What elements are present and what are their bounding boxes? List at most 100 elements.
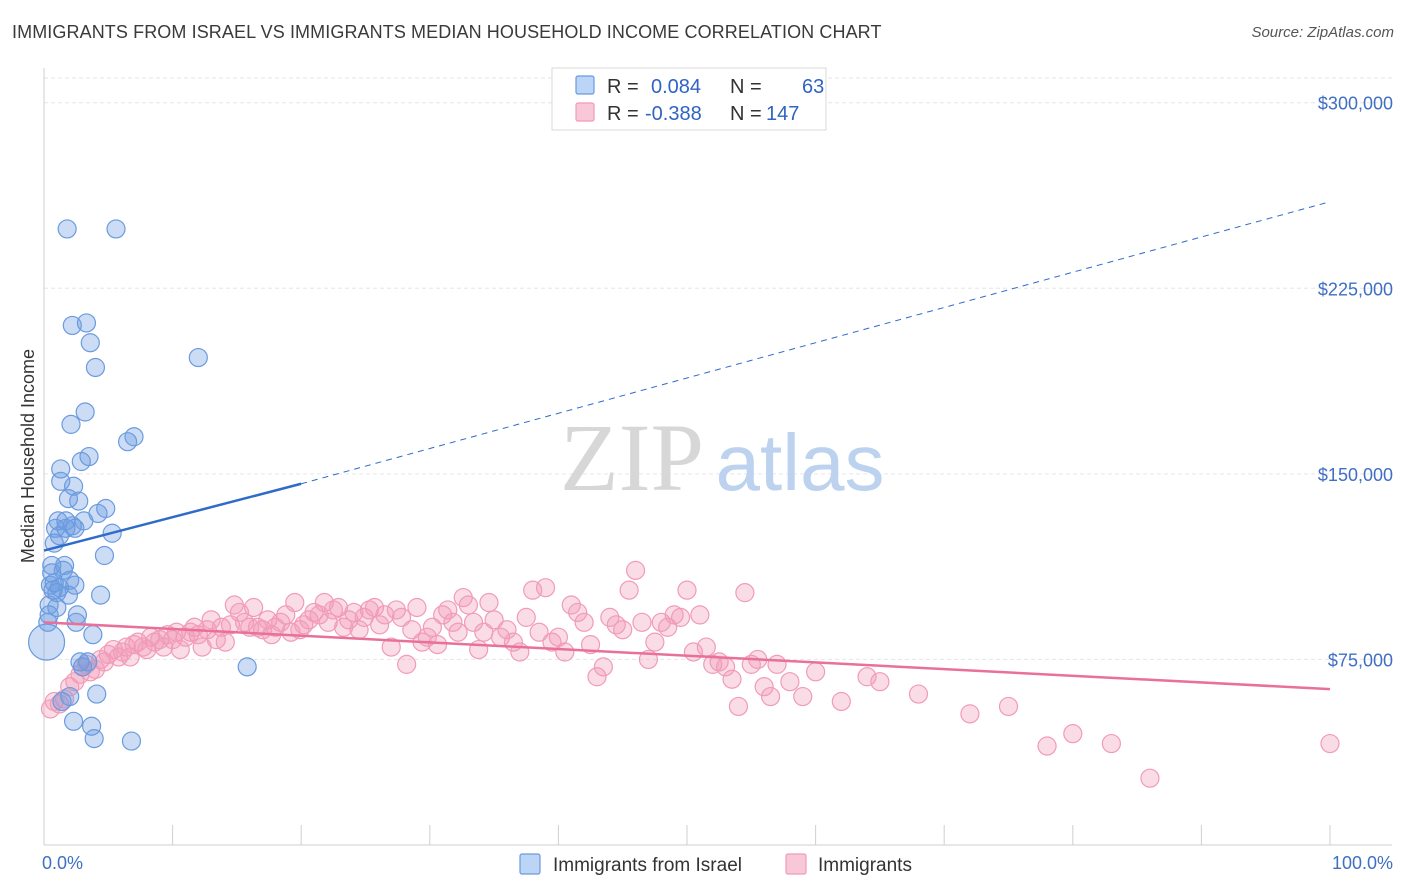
point-immigrants-124 [677, 580, 697, 600]
point-israel-58 [188, 347, 208, 368]
point-immigrants-112 [600, 607, 620, 627]
y-tick-labels: $75,000 $150,000 $225,000 $300,000 [1318, 94, 1393, 671]
point-immigrants-94 [484, 610, 504, 630]
point-israel-62 [60, 686, 80, 707]
point-immigrants-77 [397, 654, 417, 674]
trend-line-immigrants [43, 621, 1331, 691]
y-tick-label-2: $225,000 [1318, 279, 1393, 299]
point-immigrants-106 [561, 595, 581, 615]
stats-r-label-immigrants: R = [607, 103, 639, 125]
y-tick-label-0: $75,000 [1328, 650, 1393, 670]
point-immigrants-132 [728, 696, 749, 717]
point-immigrants-149 [1063, 724, 1083, 744]
point-israel-3 [39, 605, 59, 625]
point-israel-33 [67, 605, 88, 625]
point-immigrants-145 [908, 684, 929, 704]
stats-legend-swatch-israel [575, 75, 595, 95]
point-immigrants-30 [170, 639, 190, 660]
point-immigrants-148 [1037, 736, 1057, 756]
grid-lines [44, 77, 1392, 660]
point-immigrants-82 [422, 617, 442, 637]
point-israel-27 [62, 516, 82, 536]
point-israel-43 [80, 333, 100, 353]
watermark-atlas: atlas [716, 418, 885, 507]
point-immigrants-111 [593, 657, 614, 677]
trend-line-israel [43, 482, 302, 552]
point-israel-52 [96, 498, 116, 519]
point-israel-25 [61, 414, 81, 434]
point-immigrants-62 [318, 612, 338, 632]
chart-title: IMMIGRANTS FROM ISRAEL VS IMMIGRANTS MED… [12, 22, 882, 42]
point-israel-34 [69, 491, 89, 511]
point-israel-31 [65, 575, 85, 595]
point-immigrants-74 [381, 637, 401, 657]
point-immigrants-67 [344, 602, 364, 623]
point-immigrants-126 [690, 605, 710, 625]
point-immigrants-133 [735, 583, 755, 603]
point-israel-45 [83, 625, 103, 645]
point-immigrants-113 [606, 615, 626, 635]
point-immigrants-103 [542, 632, 562, 652]
point-israel-55 [117, 432, 138, 452]
point-israel-22 [57, 219, 77, 239]
point-immigrants-146 [960, 704, 980, 724]
point-immigrants-147 [998, 696, 1019, 717]
point-immigrants-136 [754, 677, 774, 697]
bottom-legend-swatch-immigrants [785, 853, 807, 875]
point-immigrants-71 [364, 597, 385, 618]
point-israel-12 [48, 511, 68, 531]
point-immigrants-46 [244, 597, 264, 618]
stats-n-label-israel: N = [730, 76, 762, 98]
point-israel-26 [62, 315, 82, 336]
point-israel-35 [70, 652, 90, 672]
point-israel-57 [124, 427, 144, 447]
point-immigrants-144 [870, 672, 890, 692]
x-tick-label-right: 100.0% [1332, 853, 1393, 873]
point-israel-51 [94, 545, 115, 566]
point-immigrants-117 [632, 612, 652, 632]
bottom-legend-label-immigrants: Immigrants [818, 855, 912, 876]
watermark: ZIP atlas [560, 404, 884, 511]
point-israel-56 [121, 731, 142, 751]
point-immigrants-3 [54, 689, 75, 709]
point-immigrants-151 [1140, 768, 1160, 788]
stats-r-value-israel: 0.084 [651, 76, 701, 98]
point-israel-19 [54, 555, 75, 576]
point-immigrants-115 [619, 580, 639, 600]
point-immigrants-96 [497, 620, 517, 640]
point-immigrants-123 [670, 607, 691, 627]
stats-legend-swatch-immigrants [575, 102, 595, 122]
point-immigrants-85 [438, 600, 458, 620]
point-immigrants-101 [529, 622, 549, 642]
point-immigrants-99 [516, 607, 536, 627]
point-immigrants-109 [580, 634, 601, 655]
point-israel-28 [63, 711, 84, 731]
point-immigrants-93 [479, 592, 499, 613]
bottom-legend: Immigrants from Israel Immigrants [519, 853, 912, 876]
point-israel-29 [63, 476, 84, 496]
point-immigrants-127 [696, 637, 716, 657]
point-immigrants-110 [587, 667, 607, 687]
point-immigrants-86 [443, 612, 463, 632]
chart-source: Source: ZipAtlas.com [1251, 24, 1394, 41]
x-tick-label-left: 0.0% [42, 853, 83, 873]
point-immigrants-137 [760, 686, 781, 707]
point-immigrants-141 [805, 662, 826, 682]
point-immigrants-87 [448, 622, 468, 642]
point-israel-60 [58, 585, 79, 605]
point-israel-42 [79, 446, 99, 467]
point-immigrants-107 [568, 602, 588, 623]
point-immigrants-43 [229, 602, 250, 623]
point-israel-39 [75, 402, 95, 422]
series-immigrants [40, 560, 1340, 788]
point-immigrants-72 [370, 615, 390, 635]
point-immigrants-142 [831, 691, 851, 712]
point-immigrants-150 [1101, 733, 1121, 754]
stats-n-label-immigrants: N = [730, 103, 762, 125]
point-immigrants-152 [1320, 733, 1340, 754]
point-israel-59 [237, 657, 257, 677]
point-immigrants-73 [375, 605, 395, 625]
y-tick-label-3: $300,000 [1318, 94, 1393, 114]
point-israel-46 [84, 729, 104, 749]
point-immigrants-70 [359, 600, 379, 620]
